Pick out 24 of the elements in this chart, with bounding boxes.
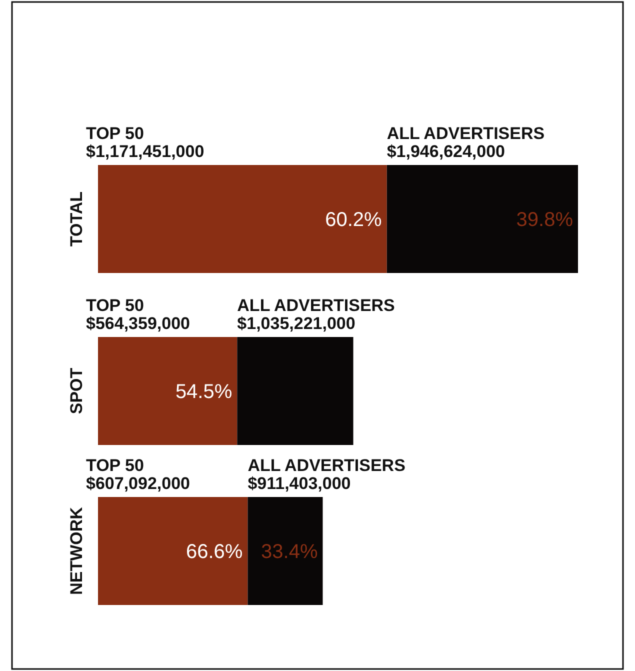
bar bbox=[98, 165, 387, 273]
annotation: 66.6% bbox=[186, 541, 243, 563]
bar bbox=[386, 165, 578, 273]
data-label: $564,359,000 bbox=[86, 314, 190, 333]
annotation: TOP 50 bbox=[86, 124, 144, 143]
total-label: $911,403,000 bbox=[248, 474, 351, 493]
annotation: 54.5% bbox=[175, 381, 232, 403]
annotation: 33.4% bbox=[261, 541, 318, 563]
total-label: $1,035,221,000 bbox=[237, 314, 356, 333]
annotation: 39.8% bbox=[516, 209, 574, 231]
annotation: 60.2% bbox=[325, 209, 382, 231]
annotation: ALL ADVERTISERS bbox=[386, 124, 545, 143]
annotation: TOP 50 bbox=[86, 456, 144, 475]
annotation: TOP 50 bbox=[86, 296, 144, 315]
total-label: $1,946,624,000 bbox=[386, 142, 506, 161]
data-label: $607,092,000 bbox=[86, 474, 190, 493]
bar bbox=[248, 497, 323, 605]
y-tick-label: TOTAL bbox=[67, 191, 86, 247]
annotation: ALL ADVERTISERS bbox=[248, 456, 406, 475]
annotation: ALL ADVERTISERS bbox=[237, 296, 395, 315]
y-tick-label: SPOT bbox=[67, 367, 86, 414]
y-tick-label: NETWORK bbox=[67, 506, 86, 595]
data-label: $1,171,451,000 bbox=[86, 142, 204, 161]
bar bbox=[98, 497, 248, 605]
